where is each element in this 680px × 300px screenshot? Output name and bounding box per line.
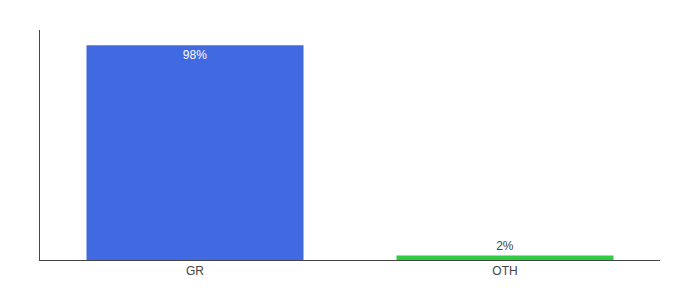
svg-text:GR: GR	[186, 264, 204, 278]
svg-text:98%: 98%	[183, 48, 207, 62]
svg-text:OTH: OTH	[492, 264, 517, 278]
svg-text:2%: 2%	[496, 239, 514, 253]
